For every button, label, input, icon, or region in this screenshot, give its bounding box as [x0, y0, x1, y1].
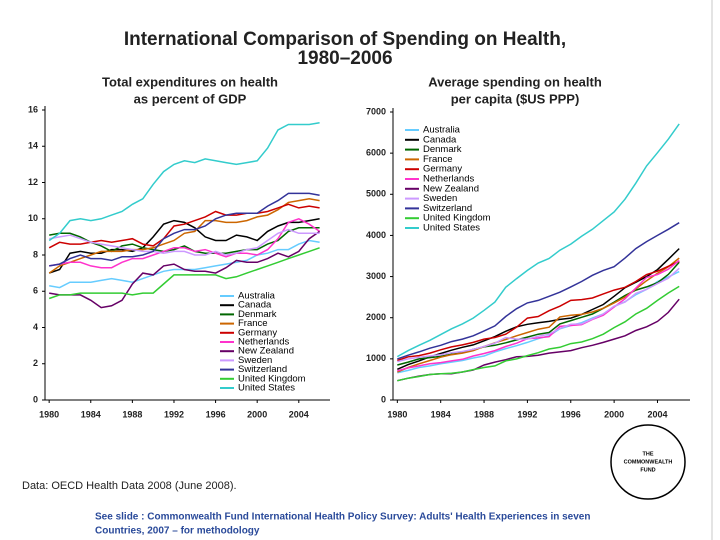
y-tick-label: 4000 [366, 230, 386, 240]
slide-title: International Comparison of Spending on … [124, 29, 566, 50]
legend-label: United Kingdom [238, 373, 306, 384]
chart-title: per capita ($US PPP) [451, 91, 580, 106]
y-tick-label: 12 [28, 177, 38, 187]
y-tick-label: 1000 [366, 353, 386, 363]
chart-title: as percent of GDP [134, 91, 247, 106]
series-line [396, 123, 680, 358]
chart-title: Total expenditures on health [102, 74, 278, 89]
y-tick-label: 3000 [366, 271, 386, 281]
legend-label: Switzerland [423, 203, 472, 214]
legend-label: New Zealand [423, 183, 479, 194]
y-tick-label: 14 [28, 141, 38, 151]
legend-label: United States [423, 223, 480, 234]
legend-label: Australia [423, 125, 461, 136]
y-tick-label: 0 [33, 394, 38, 404]
x-tick-label: 2000 [604, 409, 624, 419]
source-note: Data: OECD Health Data 2008 (June 2008). [22, 480, 237, 492]
y-tick-label: 10 [28, 213, 38, 223]
legend-label: Denmark [423, 144, 462, 155]
x-tick-label: 1984 [431, 409, 451, 419]
legend-label: Australia [238, 291, 276, 302]
series-line [397, 285, 680, 382]
y-tick-label: 16 [28, 104, 38, 114]
logo-text: FUND [640, 467, 655, 473]
footnote: Countries, 2007 – for methodology [95, 526, 260, 537]
x-tick-label: 2004 [647, 409, 667, 419]
legend-label: Sweden [423, 193, 457, 204]
x-tick-label: 1996 [206, 409, 226, 419]
legend-label: Switzerland [238, 364, 287, 375]
legend-label: United Kingdom [423, 213, 491, 224]
x-tick-label: 1980 [387, 409, 407, 419]
legend-label: Denmark [238, 309, 277, 320]
footnote: See slide : Commonwealth Fund Internatio… [95, 512, 590, 523]
series-line [48, 247, 320, 300]
legend-label: New Zealand [238, 346, 294, 357]
logo-text: COMMONWEALTH [624, 459, 673, 465]
series-line [397, 259, 680, 372]
legend-label: France [423, 154, 453, 165]
legend-label: Netherlands [238, 337, 289, 348]
x-tick-label: 2000 [247, 409, 267, 419]
y-tick-label: 6 [33, 286, 38, 296]
series-line [49, 192, 320, 267]
x-tick-label: 1988 [474, 409, 494, 419]
series-line [397, 267, 680, 363]
y-tick-label: 4 [33, 322, 38, 332]
series-line [49, 230, 321, 309]
y-tick-label: 5000 [366, 189, 386, 199]
legend-label: France [238, 318, 268, 329]
series-line [49, 217, 321, 269]
y-tick-label: 0 [381, 394, 386, 404]
series-line [49, 228, 320, 256]
series-line [48, 121, 320, 242]
x-tick-label: 1980 [39, 409, 59, 419]
x-tick-label: 1988 [122, 409, 142, 419]
y-tick-label: 8 [33, 249, 38, 259]
x-tick-label: 2004 [289, 409, 309, 419]
legend-label: United States [238, 383, 295, 394]
x-tick-label: 1992 [517, 409, 537, 419]
y-tick-label: 2 [33, 358, 38, 368]
legend-label: Germany [423, 164, 462, 175]
x-tick-label: 1996 [561, 409, 581, 419]
x-tick-label: 1984 [81, 409, 101, 419]
slide-title: 1980–2006 [297, 48, 392, 69]
series-line [48, 203, 320, 249]
chart-title: Average spending on health [428, 74, 602, 89]
series-line [397, 260, 680, 362]
legend-label: Canada [423, 134, 457, 145]
series-line [48, 198, 320, 274]
legend-label: Sweden [238, 355, 272, 366]
y-tick-label: 7000 [366, 106, 386, 116]
x-tick-label: 1992 [164, 409, 184, 419]
legend-label: Germany [238, 327, 277, 338]
y-tick-label: 6000 [366, 148, 386, 158]
y-tick-label: 2000 [366, 312, 386, 322]
legend-label: Canada [238, 300, 272, 311]
legend-label: Netherlands [423, 174, 474, 185]
logo-text: THE [643, 451, 654, 457]
series-line [397, 222, 680, 360]
logo [610, 424, 686, 500]
